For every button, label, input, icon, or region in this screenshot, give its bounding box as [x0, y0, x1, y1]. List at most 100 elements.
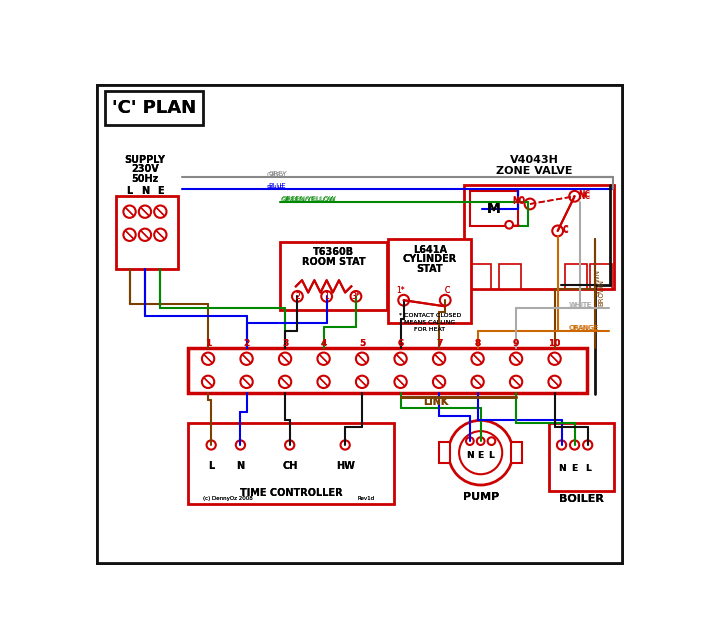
Text: * CONTACT CLOSED: * CONTACT CLOSED [399, 313, 461, 318]
Text: MEANS CALLING: MEANS CALLING [404, 320, 456, 325]
Circle shape [510, 376, 522, 388]
Circle shape [139, 229, 151, 241]
Circle shape [449, 420, 513, 485]
Text: NO: NO [512, 196, 526, 204]
Circle shape [202, 353, 214, 365]
Circle shape [570, 440, 579, 449]
Bar [388, 238, 472, 323]
Circle shape [240, 353, 253, 365]
Circle shape [154, 206, 166, 218]
Text: N: N [557, 463, 565, 472]
Circle shape [340, 440, 350, 449]
Text: 1: 1 [205, 339, 211, 348]
Text: E: E [477, 451, 484, 460]
Circle shape [395, 353, 406, 365]
Circle shape [322, 291, 332, 302]
Text: 1*: 1* [396, 287, 405, 296]
Bar [499, 264, 521, 288]
Circle shape [240, 376, 253, 388]
Text: BLUE: BLUE [267, 185, 284, 191]
Text: 5: 5 [359, 339, 365, 348]
Circle shape [279, 376, 291, 388]
Circle shape [279, 376, 291, 388]
Text: L: L [208, 461, 214, 470]
Bar [439, 442, 450, 463]
Text: 'C' PLAN: 'C' PLAN [112, 99, 197, 117]
Circle shape [505, 221, 513, 229]
Circle shape [322, 291, 332, 302]
Text: HW: HW [336, 461, 355, 470]
Bar [565, 264, 587, 288]
Text: V4043H: V4043H [510, 155, 559, 165]
Bar [499, 264, 521, 288]
Circle shape [240, 353, 253, 365]
Text: 230V: 230V [131, 164, 159, 174]
Circle shape [472, 376, 484, 388]
Text: CH: CH [282, 461, 298, 470]
Circle shape [124, 206, 135, 218]
Text: 3: 3 [282, 339, 289, 348]
Circle shape [317, 376, 330, 388]
Circle shape [202, 376, 214, 388]
Text: TIME CONTROLLER: TIME CONTROLLER [240, 488, 343, 497]
Text: L: L [126, 186, 133, 196]
Text: Rev1d: Rev1d [357, 496, 374, 501]
Circle shape [552, 226, 563, 237]
Circle shape [548, 376, 561, 388]
Bar [105, 91, 204, 124]
Text: BLUE: BLUE [268, 183, 286, 189]
Circle shape [477, 437, 484, 445]
Text: MEANS CALLING: MEANS CALLING [404, 320, 456, 325]
Circle shape [202, 353, 214, 365]
Circle shape [488, 437, 496, 445]
Text: NC: NC [578, 192, 590, 201]
Circle shape [356, 353, 369, 365]
Circle shape [285, 440, 294, 449]
Circle shape [548, 353, 561, 365]
Circle shape [459, 431, 502, 474]
Text: 8: 8 [475, 339, 481, 348]
Text: 7: 7 [436, 339, 442, 348]
Text: 7: 7 [436, 339, 442, 348]
Text: L: L [208, 461, 214, 470]
Text: CYLINDER: CYLINDER [403, 254, 457, 264]
Text: ROOM STAT: ROOM STAT [302, 256, 366, 267]
Circle shape [317, 353, 330, 365]
Circle shape [206, 440, 216, 449]
Text: 2: 2 [244, 339, 250, 348]
Bar [590, 264, 611, 288]
Bar [439, 442, 450, 463]
Text: E: E [477, 451, 484, 460]
Text: 230V: 230V [131, 164, 159, 174]
Circle shape [124, 229, 135, 241]
Text: 3: 3 [282, 339, 289, 348]
Text: BOILER: BOILER [559, 494, 604, 504]
Text: BROWN: BROWN [595, 269, 601, 296]
Text: C: C [562, 226, 568, 235]
Text: L: L [489, 451, 494, 460]
Bar [565, 264, 587, 288]
Bar [117, 196, 178, 269]
Text: TIME CONTROLLER: TIME CONTROLLER [240, 488, 343, 497]
Text: CYLINDER: CYLINDER [403, 254, 457, 264]
Text: 4: 4 [320, 339, 326, 348]
Circle shape [433, 376, 445, 388]
Circle shape [548, 353, 561, 365]
Text: PUMP: PUMP [463, 492, 499, 503]
Text: ORANGE: ORANGE [569, 325, 598, 331]
Bar [470, 191, 517, 226]
Circle shape [154, 229, 166, 241]
Text: 2: 2 [295, 292, 300, 301]
Bar [512, 442, 522, 463]
Circle shape [488, 437, 496, 445]
Text: L641A: L641A [413, 245, 447, 255]
Circle shape [292, 291, 303, 302]
Text: 50Hz: 50Hz [131, 174, 159, 183]
Circle shape [583, 440, 592, 449]
Text: SUPPLY: SUPPLY [124, 155, 166, 165]
Bar [549, 424, 614, 491]
Text: GREY: GREY [267, 172, 285, 178]
Circle shape [356, 376, 369, 388]
Text: 2: 2 [244, 339, 250, 348]
Circle shape [477, 437, 484, 445]
